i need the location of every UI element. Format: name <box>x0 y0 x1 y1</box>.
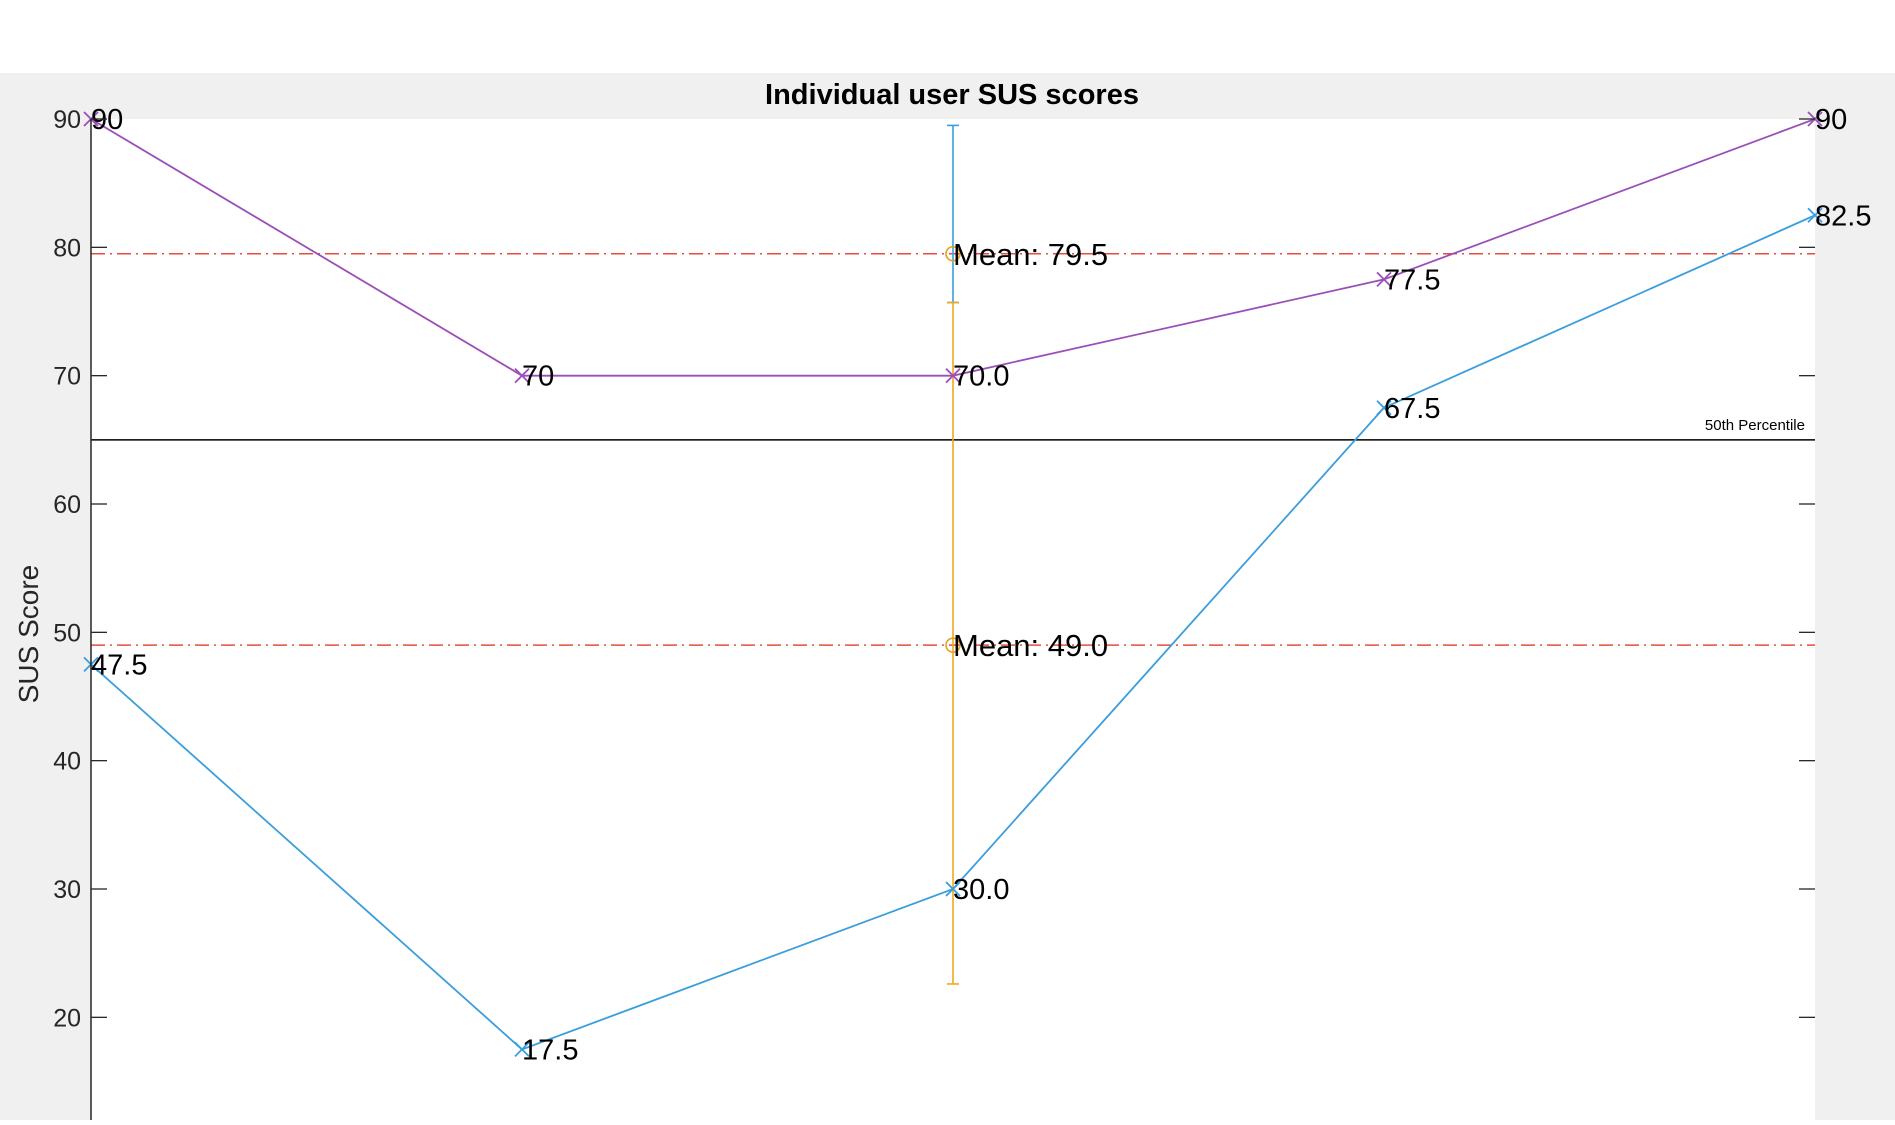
y-tick-label-50: 50 <box>53 619 81 647</box>
y-tick-label-70: 70 <box>53 363 81 391</box>
data-label-s1-3: 70.0 <box>953 361 1009 393</box>
mean-layer: Mean: 79.5 Mean: 49.0 <box>945 237 1108 663</box>
data-label-s1-2: 70 <box>522 361 554 393</box>
data-point-s2-3 <box>945 881 961 897</box>
y-tick-label-20: 20 <box>53 1004 81 1032</box>
data-label-s1-4: 77.5 <box>1384 264 1440 296</box>
mean-label-2: Mean: 49.0 <box>953 628 1108 663</box>
data-point-s2-2 <box>514 1041 530 1058</box>
mean-marker-2 <box>945 637 961 653</box>
data-label-s1-1: 90 <box>91 104 123 136</box>
data-point-s2-5 <box>1807 207 1823 223</box>
data-point-s2-4 <box>1376 400 1392 416</box>
error-bar-layer <box>947 124 959 985</box>
data-point-s1-4 <box>1376 271 1392 288</box>
data-label-s1-5: 90 <box>1815 104 1847 136</box>
data-point-s1-3 <box>945 368 961 384</box>
data-point-s1-2 <box>514 368 530 384</box>
y-axis-label: SUS Score <box>13 565 44 704</box>
y-tick-label-60: 60 <box>53 491 81 519</box>
y-tick-label-80: 80 <box>53 234 81 262</box>
data-label-s2-5: 82.5 <box>1815 200 1871 232</box>
data-label-s2-3: 30.0 <box>953 874 1009 906</box>
series-layer: 90 70 70.0 77.5 90 47.5 17.5 30.0 67.5 82.5 <box>83 104 1871 1066</box>
data-label-s2-2: 17.5 <box>522 1034 578 1066</box>
y-tick-label-30: 30 <box>53 876 81 904</box>
y-tick-label-90: 90 <box>53 106 81 134</box>
reference-line-label: 50th Percentile <box>1705 417 1805 434</box>
chart-title: Individual user SUS scores <box>765 79 1139 111</box>
y-tick-label-40: 40 <box>53 748 81 776</box>
mean-marker-1 <box>945 245 961 262</box>
mean-label-1: Mean: 79.5 <box>953 237 1108 272</box>
axis-layer: 20 30 40 50 60 70 80 90 <box>53 106 1815 1120</box>
data-label-s2-4: 67.5 <box>1384 393 1440 425</box>
data-label-s2-1: 47.5 <box>91 649 147 681</box>
